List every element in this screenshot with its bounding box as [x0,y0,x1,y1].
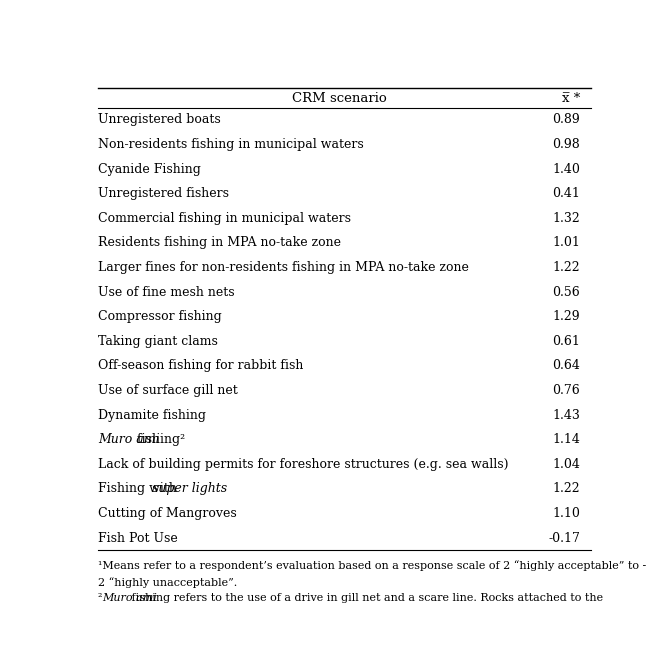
Text: Cutting of Mangroves: Cutting of Mangroves [98,507,237,520]
Text: Compressor fishing: Compressor fishing [98,310,222,323]
Text: Off-season fishing for rabbit fish: Off-season fishing for rabbit fish [98,360,303,372]
Text: Unregistered fishers: Unregistered fishers [98,187,229,200]
Text: 1.43: 1.43 [552,409,580,422]
Text: x̅ *: x̅ * [562,91,580,105]
Text: 0.56: 0.56 [552,286,580,298]
Text: Muro ami: Muro ami [98,433,159,446]
Text: 1.10: 1.10 [552,507,580,520]
Text: 1.40: 1.40 [552,163,580,176]
Text: super lights: super lights [152,482,227,496]
Text: 2 “highly unacceptable”.: 2 “highly unacceptable”. [98,577,237,588]
Text: 1.01: 1.01 [552,236,580,250]
Text: Fishing with: Fishing with [98,482,181,496]
Text: Muro ami: Muro ami [102,593,157,603]
Text: 0.61: 0.61 [552,335,580,348]
Text: Commercial fishing in municipal waters: Commercial fishing in municipal waters [98,212,351,225]
Text: 0.64: 0.64 [552,360,580,372]
Text: 0.98: 0.98 [552,138,580,151]
Text: Residents fishing in MPA no-take zone: Residents fishing in MPA no-take zone [98,236,341,250]
Text: 1.14: 1.14 [552,433,580,446]
Text: -0.17: -0.17 [548,531,580,545]
Text: fishing²: fishing² [133,433,185,446]
Text: ¹Means refer to a respondent’s evaluation based on a response scale of 2 “highly: ¹Means refer to a respondent’s evaluatio… [98,560,646,571]
Text: 1.32: 1.32 [552,212,580,225]
Text: Lack of building permits for foreshore structures (e.g. sea walls): Lack of building permits for foreshore s… [98,458,509,471]
Text: 0.41: 0.41 [552,187,580,200]
Text: Non-residents fishing in municipal waters: Non-residents fishing in municipal water… [98,138,364,151]
Text: 1.22: 1.22 [552,482,580,496]
Text: 1.29: 1.29 [552,310,580,323]
Text: 1.04: 1.04 [552,458,580,471]
Text: ²: ² [98,593,102,603]
Text: Use of fine mesh nets: Use of fine mesh nets [98,286,235,298]
Text: 0.89: 0.89 [552,113,580,127]
Text: Unregistered boats: Unregistered boats [98,113,220,127]
Text: 1.22: 1.22 [552,261,580,274]
Text: Taking giant clams: Taking giant clams [98,335,218,348]
Text: Cyanide Fishing: Cyanide Fishing [98,163,201,176]
Text: Larger fines for non-residents fishing in MPA no-take zone: Larger fines for non-residents fishing i… [98,261,469,274]
Text: Dynamite fishing: Dynamite fishing [98,409,206,422]
Text: Fish Pot Use: Fish Pot Use [98,531,177,545]
Text: fishing refers to the use of a drive in gill net and a scare line. Rocks attache: fishing refers to the use of a drive in … [128,593,603,603]
Text: CRM scenario: CRM scenario [292,91,387,105]
Text: 0.76: 0.76 [552,384,580,397]
Text: Use of surface gill net: Use of surface gill net [98,384,238,397]
